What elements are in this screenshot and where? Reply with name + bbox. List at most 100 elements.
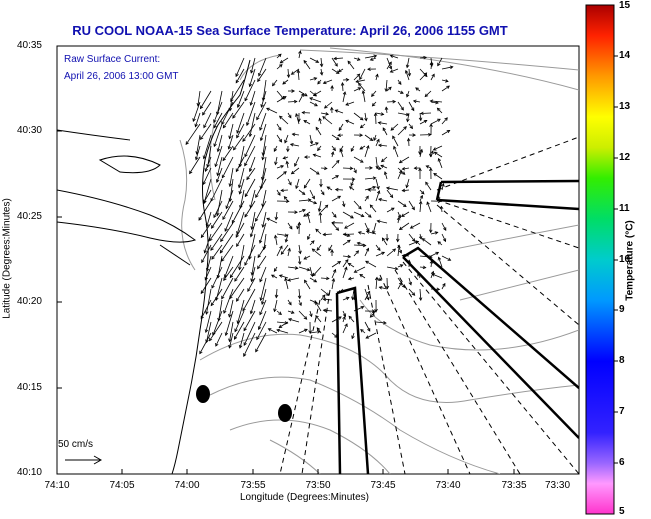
current-vector-head (385, 285, 390, 290)
current-vector-head (215, 212, 220, 217)
current-vector-head (257, 326, 262, 331)
current-vector-head (420, 111, 424, 116)
current-vector-head (365, 230, 370, 234)
current-vector-head (403, 126, 407, 130)
current-vector-head (266, 217, 271, 221)
current-vector (276, 245, 283, 257)
current-vector-head (437, 118, 441, 123)
current-vector (438, 257, 443, 268)
current-vector-head (436, 287, 441, 292)
current-vector-head (255, 194, 259, 199)
current-vector-head (423, 120, 428, 124)
current-vector (200, 90, 212, 109)
current-vector (375, 167, 382, 170)
colorbar-title: Temperature (°C) (624, 220, 636, 301)
current-vector-head (304, 279, 308, 284)
current-vector-head (222, 157, 226, 162)
current-vector (255, 200, 267, 222)
current-vector-head (200, 315, 204, 320)
current-vector-head (398, 249, 402, 254)
current-vector (348, 262, 355, 268)
current-vector-head (429, 260, 434, 264)
current-vector (351, 332, 355, 339)
current-vector (358, 231, 366, 235)
current-vector-head (419, 148, 424, 153)
current-vector-head (437, 241, 441, 245)
current-vector (256, 321, 267, 340)
current-vector (434, 151, 443, 158)
current-vector-head (259, 278, 263, 283)
current-vector (342, 200, 345, 207)
current-vector (287, 68, 290, 78)
current-vector-head (303, 184, 308, 189)
current-vector (326, 186, 333, 191)
current-vector (356, 79, 366, 83)
current-vector (238, 167, 245, 188)
current-vector-head (425, 165, 430, 169)
current-vector (302, 112, 311, 114)
current-vector-head (266, 107, 270, 111)
current-vector-head (425, 181, 429, 186)
current-vector-head (350, 215, 354, 219)
current-vector-head (388, 61, 392, 66)
current-vector-head (433, 151, 438, 155)
current-vector-head (342, 315, 346, 320)
current-vector-head (377, 247, 381, 252)
current-vector (353, 250, 359, 257)
current-vector (262, 189, 267, 207)
current-vector-head (355, 79, 360, 84)
current-vector-head (334, 63, 338, 67)
current-vector (309, 189, 315, 199)
current-vector (229, 277, 245, 299)
current-vector (408, 123, 413, 129)
current-vector-head (257, 265, 261, 270)
current-vector-head (356, 73, 361, 78)
current-vector-head (294, 210, 298, 214)
current-vector-head (356, 241, 361, 246)
current-vector-head (249, 310, 254, 315)
current-vector (287, 222, 293, 230)
current-vector-head (372, 185, 377, 190)
current-vector (343, 233, 355, 235)
coastline (57, 59, 251, 474)
current-vector-head (322, 116, 326, 120)
current-vector-head (246, 176, 250, 181)
current-vector (211, 244, 223, 260)
current-vector-head (273, 148, 278, 152)
current-vector (347, 60, 355, 70)
current-vector (282, 79, 289, 85)
current-vector-head (282, 156, 287, 160)
current-vector-head (311, 195, 315, 200)
current-vector-head (282, 96, 287, 100)
current-vector (215, 332, 223, 347)
current-vector-head (434, 231, 439, 235)
current-vector (216, 189, 223, 216)
current-vector (375, 156, 378, 169)
current-vector-head (221, 295, 225, 300)
current-vector (430, 74, 435, 81)
current-vector-head (376, 219, 381, 224)
current-vector (239, 332, 245, 349)
colorbar-tick-label: 13 (619, 101, 631, 112)
current-vector (342, 167, 353, 169)
current-vector (390, 123, 399, 131)
current-vector (331, 269, 336, 279)
current-vector (378, 144, 388, 147)
x-axis-title: Longitude (Degrees:Minutes) (240, 492, 369, 503)
current-vector (365, 260, 377, 268)
current-vector-head (216, 148, 221, 153)
current-vector (331, 175, 339, 180)
current-vector-head (393, 145, 397, 150)
current-vector-head (220, 238, 224, 243)
current-vector (243, 310, 256, 331)
current-vector-head (260, 104, 264, 108)
current-vector (441, 85, 450, 92)
current-vector-head (315, 126, 319, 131)
current-vector-head (248, 83, 252, 88)
current-vector-head (383, 320, 387, 325)
current-vector (221, 156, 234, 178)
current-vector (275, 211, 278, 220)
current-vector (320, 288, 330, 296)
current-vector (338, 123, 344, 131)
current-vector-head (242, 138, 246, 143)
